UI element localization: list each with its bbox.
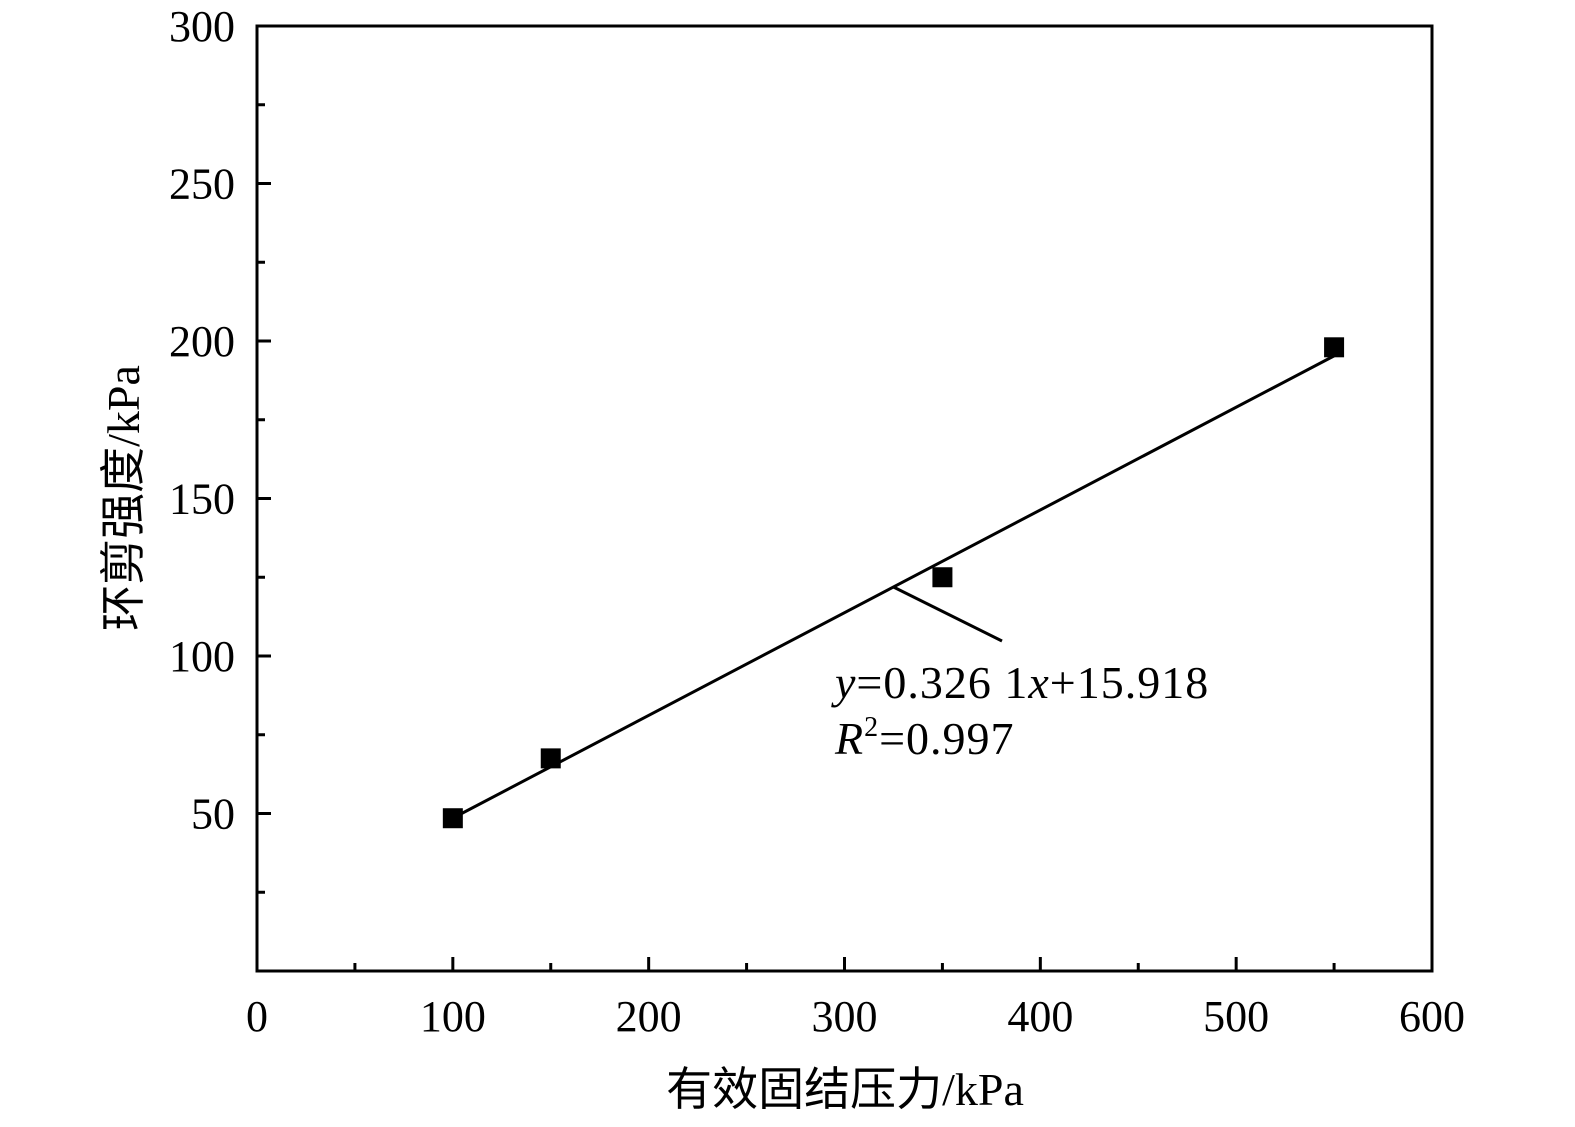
x-tick-label: 400 — [1007, 992, 1073, 1041]
data-point — [540, 748, 561, 769]
x-tick-label: 200 — [616, 992, 682, 1041]
equation-x-var: x — [1027, 657, 1049, 708]
equation-leader-line — [892, 585, 1003, 643]
y-axis-title: 环剪强度/kPa — [98, 365, 149, 631]
y-tick-label: 250 — [169, 160, 235, 209]
fit-r-squared: R2=0.997 — [834, 712, 1015, 764]
r-squared-var: R — [834, 713, 864, 764]
equation-coefficient: =0.326 1 — [856, 657, 1028, 708]
data-points — [442, 337, 1345, 829]
r-squared-exponent: 2 — [864, 712, 879, 743]
equation-intercept: +15.918 — [1050, 657, 1209, 708]
y-tick-label: 100 — [169, 632, 235, 681]
x-axis-title: 有效固结压力/kPa — [666, 1064, 1024, 1115]
y-tick-label: 150 — [169, 475, 235, 524]
x-tick-label: 500 — [1203, 992, 1269, 1041]
x-tick-label: 300 — [812, 992, 878, 1041]
y-tick-labels: 50 100 150 200 250 300 — [169, 2, 235, 839]
plot-frame — [255, 24, 1434, 973]
axis-ticks — [255, 24, 1434, 973]
x-tick-label: 600 — [1399, 992, 1465, 1041]
r-squared-value: =0.997 — [879, 713, 1014, 764]
x-tick-labels: 0 100 200 300 400 500 600 — [246, 992, 1465, 1041]
x-tick-label: 0 — [246, 992, 268, 1041]
data-point — [442, 808, 463, 829]
y-tick-label: 200 — [169, 317, 235, 366]
data-point — [932, 567, 953, 588]
x-tick-label: 100 — [420, 992, 486, 1041]
y-tick-label: 50 — [191, 790, 235, 839]
data-point — [1324, 337, 1345, 358]
equation-y-var: y — [831, 657, 856, 708]
fit-equation: y=0.326 1x+15.918 — [831, 657, 1209, 708]
y-tick-label: 300 — [169, 2, 235, 51]
